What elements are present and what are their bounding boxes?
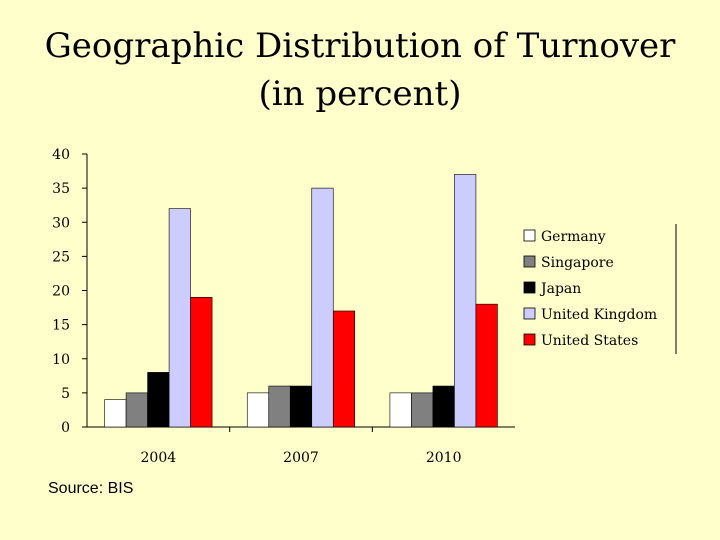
legend-swatch (524, 230, 535, 241)
y-tick-label: 30 (52, 215, 70, 231)
y-tick-label: 15 (52, 318, 70, 334)
y-tick-label: 0 (61, 420, 70, 436)
legend-swatch (524, 282, 535, 293)
y-tick-label: 5 (61, 386, 70, 402)
y-tick-label: 35 (52, 181, 70, 197)
legend-label: United States (541, 333, 638, 349)
y-tick-label: 25 (52, 249, 70, 265)
legend-label: United Kingdom (541, 307, 657, 323)
bar-singapore (126, 393, 148, 427)
source-note: Source: BIS (48, 480, 133, 498)
bar-united-kingdom (454, 174, 476, 427)
bar-germany (105, 400, 127, 427)
bar-united-states (191, 297, 213, 427)
x-tick-label: 2007 (283, 450, 319, 466)
legend-label: Singapore (541, 255, 614, 271)
y-tick-label: 10 (52, 352, 70, 368)
bar-united-states (333, 311, 355, 427)
bar-singapore (269, 386, 291, 427)
bar-japan (433, 386, 455, 427)
bar-germany (247, 393, 269, 427)
bar-japan (148, 372, 170, 427)
bar-germany (390, 393, 412, 427)
legend-label: Germany (541, 229, 606, 245)
y-tick-label: 40 (52, 147, 70, 163)
legend-label: Japan (539, 281, 581, 297)
bar-united-kingdom (312, 188, 334, 427)
x-tick-label: 2004 (141, 450, 177, 466)
bar-united-states (476, 304, 498, 427)
bar-japan (290, 386, 312, 427)
y-tick-label: 20 (52, 284, 70, 300)
bar-singapore (411, 393, 433, 427)
legend-swatch (524, 308, 535, 319)
bar-united-kingdom (169, 209, 191, 427)
legend-swatch (524, 334, 535, 345)
x-tick-label: 2010 (426, 450, 462, 466)
legend-swatch (524, 256, 535, 267)
